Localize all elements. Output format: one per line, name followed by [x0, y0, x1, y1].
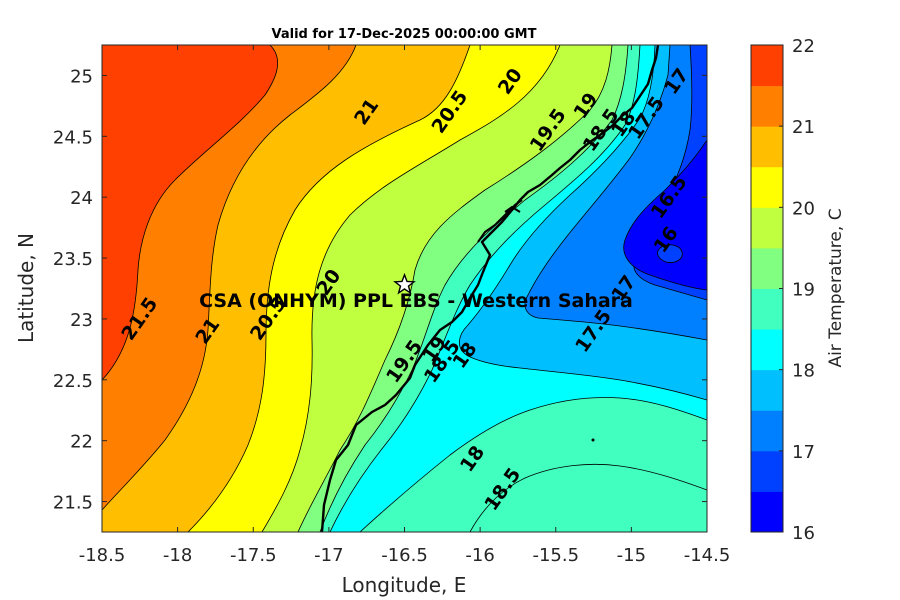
isolated-contour-point	[591, 438, 595, 442]
colorbar-swatch	[751, 207, 783, 249]
y-tick-label: 21.5	[53, 493, 93, 514]
y-tick-label: 22	[70, 432, 93, 453]
site-label: CSA (ONHYM) PPL EBS - Western Sahara	[199, 290, 633, 312]
x-axis-label: Longitude, E	[342, 573, 467, 597]
coastline	[320, 45, 660, 532]
y-tick-label: 23.5	[53, 249, 93, 270]
x-tick-label: -17	[314, 545, 343, 566]
colorbar-swatch	[751, 166, 783, 208]
site-marker-group: CSA (ONHYM) PPL EBS - Western Sahara	[199, 272, 633, 312]
colorbar-swatch	[751, 85, 783, 127]
x-tick-label: -16	[465, 545, 494, 566]
x-tick-label: -15	[617, 545, 646, 566]
colorbar-label: Air Temperature, C	[826, 208, 846, 367]
colorbar-swatch	[751, 450, 783, 492]
x-tick-label: -15.5	[532, 545, 579, 566]
x-tick-label: -17.5	[230, 545, 277, 566]
colorbar-tick-label: 22	[792, 36, 815, 57]
band-16-16.5	[623, 139, 707, 291]
colorbar-swatch	[751, 491, 783, 533]
colorbar-tick-label: 17	[792, 442, 815, 463]
colorbar-swatch	[751, 247, 783, 289]
y-tick-label: 24.5	[53, 127, 93, 148]
y-tick-label: 25	[70, 66, 93, 87]
x-tick-label: -14.5	[684, 545, 731, 566]
site-star-marker[interactable]	[393, 272, 416, 295]
colorbar-swatch	[751, 126, 783, 168]
colorbar-ticks: 16 17 18 19 20 21 22	[779, 36, 815, 544]
x-axis: -18.5 -18 -17.5 -17 -16.5 -16 -15.5 -15 -14.5	[79, 45, 731, 566]
y-axis-label: Latitude, N	[14, 233, 38, 343]
colorbar-tick-label: 19	[792, 280, 815, 301]
plot-title: Valid for 17-Dec-2025 00:00:00 GMT	[272, 27, 537, 42]
y-tick-label: 23	[70, 310, 93, 331]
colorbar-tick-label: 18	[792, 361, 815, 382]
southern-warm-bulge	[469, 463, 707, 532]
colorbar-tick-label: 21	[792, 117, 815, 138]
colorbar-swatch	[751, 288, 783, 330]
x-tick-label: -16.5	[381, 545, 428, 566]
y-tick-label: 22.5	[53, 371, 93, 392]
colorbar-tick-label: 16	[792, 523, 815, 544]
band-21.5-22	[102, 45, 279, 381]
y-axis: 21.5 22 22.5 23 23.5 24 24.5 25	[53, 66, 707, 514]
x-tick-label: -18.5	[79, 545, 126, 566]
x-tick-label: -18	[163, 545, 192, 566]
coastline-inlet	[477, 199, 523, 243]
y-tick-label: 24	[70, 188, 93, 209]
colorbar	[751, 45, 783, 533]
colorbar-swatch	[751, 45, 783, 87]
colorbar-swatch	[751, 329, 783, 371]
colorbar-tick-label: 20	[792, 198, 815, 219]
colorbar-swatch	[751, 369, 783, 411]
warm-islet-contour	[657, 244, 683, 263]
colorbar-swatch	[751, 410, 783, 452]
